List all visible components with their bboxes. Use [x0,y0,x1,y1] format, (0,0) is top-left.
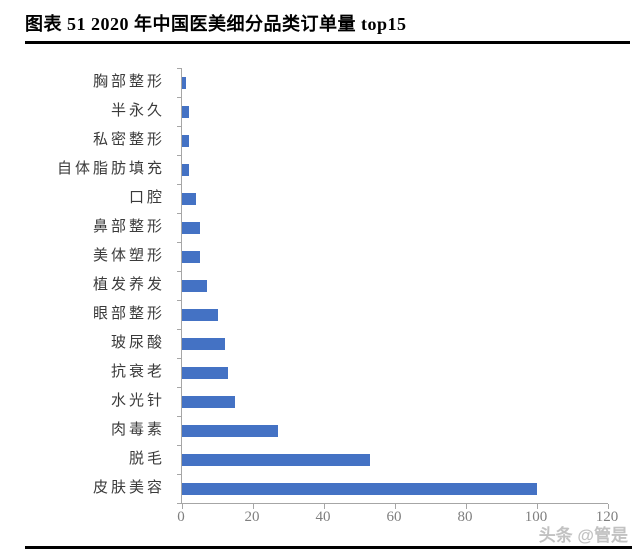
bar [182,395,236,408]
x-axis-tick-label: 0 [177,509,185,525]
y-axis-tick [177,155,182,156]
bar [182,366,229,379]
y-axis-tick [177,503,182,504]
x-axis-tick-label: 80 [457,509,473,525]
y-axis-tick [177,126,182,127]
x-axis-tick-label: 120 [595,509,619,525]
bar [182,134,190,147]
bar [182,221,200,234]
bar [182,453,371,466]
bar [182,337,225,350]
x-axis-tick-label: 40 [315,509,331,525]
x-axis-tick [395,504,396,509]
category-label: 肉毒素 [110,422,165,438]
category-label: 水光针 [110,393,165,409]
y-axis-tick [177,445,182,446]
y-axis-tick [177,387,182,388]
x-axis-tick [466,504,467,509]
plot-area [177,68,609,509]
bar [182,76,186,89]
y-axis-tick [177,184,182,185]
value-axis-labels: 0 20 40 60 80 100 120 [177,509,618,531]
bar [182,105,190,118]
bar [182,308,218,321]
x-axis-tick [324,504,325,509]
category-label: 半永久 [110,103,165,119]
category-label: 鼻部整形 [92,219,165,235]
y-axis-tick [177,213,182,214]
category-axis-labels: 胸部整形半永久私密整形自体脂肪填充口腔鼻部整形美体塑形植发养发眼部整形玻尿酸抗衰… [0,68,171,503]
y-axis-tick [177,300,182,301]
bar [182,482,537,495]
category-label: 胸部整形 [92,74,165,90]
bar [182,163,190,176]
y-axis-tick [177,271,182,272]
y-axis-tick [177,68,182,69]
y-axis-tick [177,474,182,475]
x-axis-tick-label: 20 [244,509,260,525]
category-label: 玻尿酸 [110,335,165,351]
category-label: 口腔 [128,190,165,206]
x-axis-tick [253,504,254,509]
y-axis-tick [177,97,182,98]
bottom-divider [25,546,632,549]
category-label: 脱毛 [128,451,165,467]
y-axis-tick [177,358,182,359]
y-axis-tick [177,416,182,417]
category-label: 自体脂肪填充 [56,161,165,177]
category-label: 私密整形 [92,132,165,148]
category-label: 美体塑形 [92,248,165,264]
category-label: 抗衰老 [110,364,165,380]
figure-title: 图表 51 2020 年中国医美细分品类订单量 top15 [25,14,407,34]
category-label: 眼部整形 [92,306,165,322]
x-axis-tick-label: 100 [524,509,548,525]
bar [182,424,278,437]
x-axis-tick [537,504,538,509]
bar [182,279,207,292]
x-axis-tick-label: 60 [386,509,402,525]
x-axis-tick [182,504,183,509]
category-label: 植发养发 [92,277,165,293]
bar [182,192,197,205]
watermark: 头条 @管是 [538,526,628,545]
y-axis-tick [177,329,182,330]
bar [182,250,200,263]
x-axis-tick [608,504,609,509]
y-axis-tick [177,242,182,243]
category-label: 皮肤美容 [92,480,165,496]
title-divider [25,41,630,44]
